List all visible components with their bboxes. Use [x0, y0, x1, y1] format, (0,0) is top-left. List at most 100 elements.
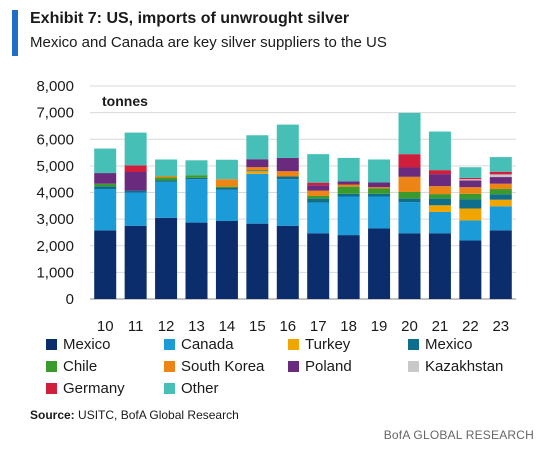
- legend-swatch: [46, 383, 57, 394]
- bar-segment: [337, 196, 360, 236]
- x-tick-label: 19: [371, 318, 388, 335]
- legend-swatch: [46, 339, 57, 350]
- bar-segment: [489, 157, 512, 172]
- bar-segment: [276, 124, 299, 158]
- bar-segment: [489, 206, 512, 231]
- bar-segment: [246, 159, 269, 168]
- bar-segment: [489, 199, 512, 207]
- bar-segment: [489, 189, 512, 195]
- bar-segment: [368, 187, 391, 189]
- legend-item: Kazakhstan: [408, 358, 503, 375]
- x-tick-label: 12: [158, 318, 175, 335]
- legend-label: South Korea: [181, 358, 265, 375]
- bar-segment: [155, 159, 178, 176]
- bar-segment: [215, 189, 238, 221]
- x-tick-label: 18: [340, 318, 357, 335]
- bar-segment: [307, 202, 330, 234]
- y-tick-label: 4,000: [36, 185, 74, 202]
- bar-segment: [428, 170, 451, 175]
- bar-segment: [307, 195, 330, 199]
- x-tick-label: 17: [310, 318, 327, 335]
- x-axis: 10 11 12 13 14 15 16 17 18 19 20 21 22 23: [97, 318, 509, 335]
- bar-segment: [459, 240, 482, 299]
- bar-segment: [428, 174, 451, 187]
- bar-segment: [215, 159, 238, 180]
- bar-segment: [459, 220, 482, 241]
- bar-segment: [155, 180, 178, 182]
- bar-segment: [246, 173, 269, 224]
- bar-segment: [428, 211, 451, 234]
- bar-segment: [155, 217, 178, 299]
- legend-swatch: [164, 339, 175, 350]
- x-tick-label: 16: [279, 318, 296, 335]
- bar-segment: [185, 179, 208, 223]
- bar-segment: [337, 193, 360, 197]
- bar-segment: [489, 171, 512, 175]
- bar-segment: [155, 181, 178, 218]
- x-tick-label: 13: [188, 318, 205, 335]
- y-tick-label: 8,000: [36, 78, 74, 95]
- bar-segment: [428, 186, 451, 195]
- legend-item: Canada: [164, 336, 234, 353]
- bar-segment: [155, 175, 178, 178]
- bar-segment: [489, 174, 512, 178]
- bar-segment: [307, 233, 330, 299]
- bar-segment: [428, 131, 451, 171]
- bar-segment: [337, 235, 360, 299]
- bar-segment: [94, 186, 117, 190]
- y-tick-label: 5,000: [36, 158, 74, 175]
- bar-segment: [398, 167, 421, 177]
- x-tick-label: 10: [97, 318, 114, 335]
- bar-segment: [398, 198, 421, 203]
- bar-segment: [307, 185, 330, 191]
- bar-segment: [459, 208, 482, 221]
- bar-segment: [428, 233, 451, 299]
- bar-segment: [459, 180, 482, 188]
- bar-segment: [94, 189, 117, 231]
- legend-swatch: [408, 339, 419, 350]
- legend-item: Mexico: [46, 336, 111, 353]
- bar-segment: [398, 112, 421, 155]
- stacked-bar-chart: 0 1,000 2,000 3,000 4,000 5,000 6,000 7,000 8,00…: [36, 78, 516, 335]
- legend-item: Germany: [46, 380, 125, 397]
- unit-label: tonnes: [102, 93, 148, 109]
- bar-segment: [368, 159, 391, 183]
- legend-swatch: [164, 383, 175, 394]
- y-tick-label: 3,000: [36, 211, 74, 228]
- bar-segment: [459, 199, 482, 209]
- bar-segment: [398, 202, 421, 234]
- bar-segment: [398, 191, 421, 199]
- bar-segment: [337, 184, 360, 187]
- x-tick-label: 23: [492, 318, 509, 335]
- bar-segment: [398, 154, 421, 168]
- bar-segment: [276, 176, 299, 180]
- bar-segment: [337, 186, 360, 194]
- chart-gridlines: [90, 85, 516, 300]
- y-tick-label: 0: [66, 291, 74, 308]
- legend-label: Other: [181, 380, 219, 397]
- bar-segment: [215, 220, 238, 299]
- bar-segment: [185, 177, 208, 180]
- bar-segment: [368, 196, 391, 229]
- bar-segment: [428, 194, 451, 199]
- bar-segment: [246, 223, 269, 299]
- bar-segment: [398, 176, 421, 192]
- legend-swatch: [408, 361, 419, 372]
- bar-segment: [276, 171, 299, 177]
- x-tick-label: 11: [128, 318, 144, 335]
- x-tick-label: 22: [462, 318, 479, 335]
- footer-brand: BofA GLOBAL RESEARCH: [383, 428, 534, 442]
- bar-segment: [307, 154, 330, 183]
- y-tick-label: 7,000: [36, 105, 74, 122]
- source-note: Source: USITC, BofA Global Research: [30, 408, 239, 422]
- legend-item: Turkey: [288, 336, 350, 353]
- legend-swatch: [164, 361, 175, 372]
- x-tick-label: 15: [249, 318, 266, 335]
- bar-segment: [459, 193, 482, 200]
- legend-label: Kazakhstan: [425, 358, 504, 375]
- bar-segment: [185, 175, 208, 178]
- bar-segment: [428, 198, 451, 206]
- legend-swatch: [288, 361, 299, 372]
- bar-segment: [307, 198, 330, 203]
- bar-segment: [246, 170, 269, 172]
